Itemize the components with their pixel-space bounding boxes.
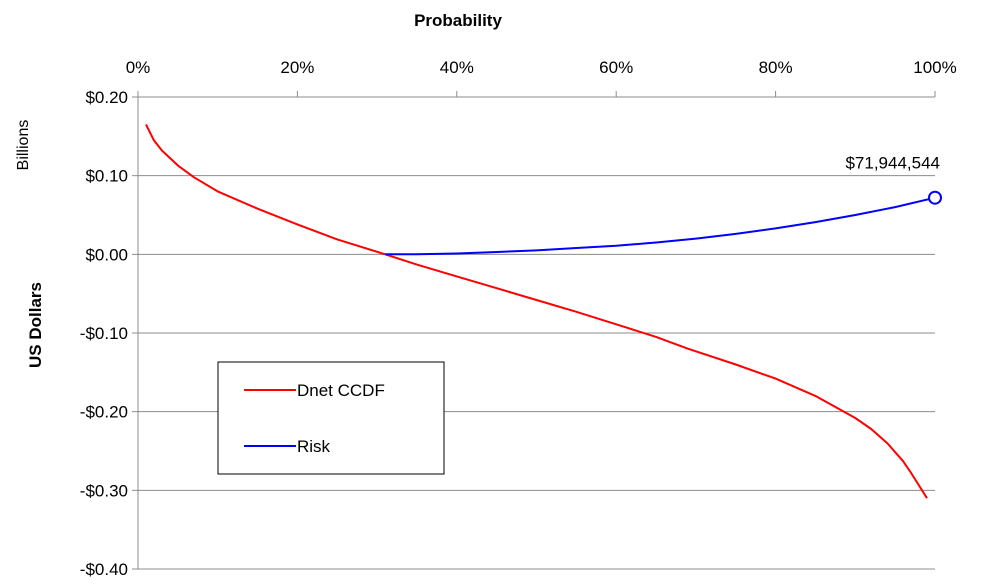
x-tick-label: 80%: [759, 58, 793, 77]
y-tick-labels: $0.20 $0.10 $0.00 -$0.10 -$0.20 -$0.30 -$0.40: [80, 88, 128, 579]
y-tick-label: $0.10: [85, 167, 128, 186]
series-lines: [145, 124, 936, 499]
legend-box: [217, 361, 445, 475]
annotation-marker: [928, 190, 942, 205]
x-axis-title: Probability: [414, 11, 502, 30]
y-tick-label: $0.00: [85, 245, 128, 264]
y-axis-title: US Dollars: [26, 282, 45, 368]
x-tick-label: 60%: [599, 58, 633, 77]
y-axis-units-label: Billions: [15, 120, 32, 171]
series-line-dnet-ccdf: [145, 124, 928, 499]
y-tick-label: -$0.10: [80, 324, 128, 343]
x-tick-label: 0%: [126, 58, 151, 77]
y-tick-label: -$0.30: [80, 481, 128, 500]
legend-label-dnet-ccdf: Dnet CCDF: [297, 381, 385, 400]
legend: Dnet CCDF Risk: [217, 361, 445, 475]
axes: [132, 91, 936, 570]
y-tick-label: -$0.40: [80, 560, 128, 579]
legend-label-risk: Risk: [297, 437, 331, 456]
x-tick-label: 100%: [913, 58, 956, 77]
annotation-label: $71,944,544: [845, 154, 940, 173]
y-tick-label: $0.20: [85, 88, 128, 107]
x-tick-label: 20%: [280, 58, 314, 77]
annotations: $71,944,544: [845, 154, 942, 205]
x-tick-labels: 0% 20% 40% 60% 80% 100%: [126, 58, 957, 77]
series-line-risk: [385, 196, 936, 256]
x-tick-label: 40%: [440, 58, 474, 77]
y-tick-label: -$0.20: [80, 403, 128, 422]
